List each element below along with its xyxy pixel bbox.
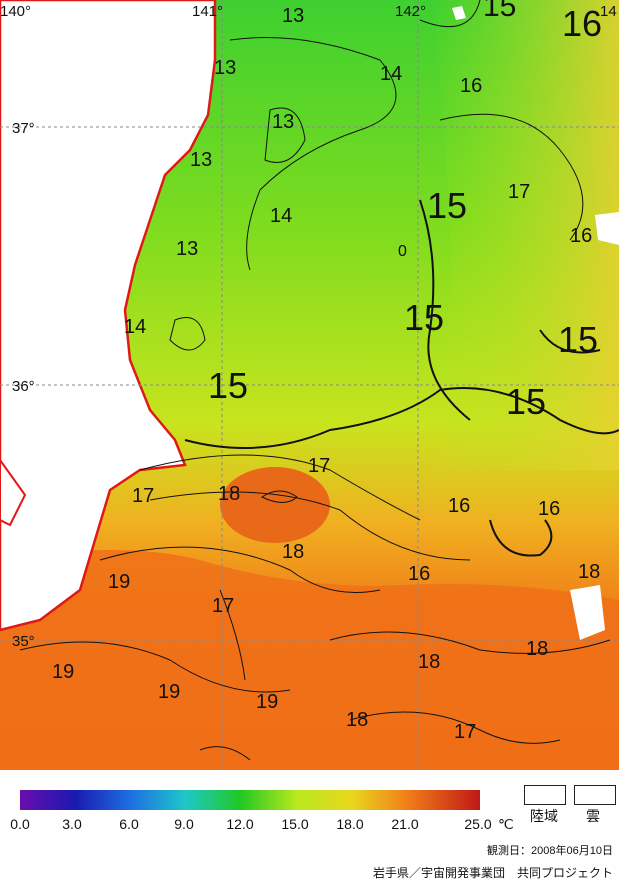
contour-label: 16 [448,495,470,517]
contour-label: 15 [404,297,444,338]
contour-label: 17 [132,485,154,507]
contour-label: 16 [562,3,602,44]
land-peninsula [0,458,27,527]
colorbar-tick: 6.0 [119,816,139,832]
contour-label: 14 [380,63,402,85]
contour-label: 16 [460,75,482,97]
contour-label: 13 [190,149,212,171]
land-key-swatch [524,785,566,805]
latitude-label-37: 37° [12,120,35,137]
latitude-label-35: 35° [12,633,35,650]
grid [0,0,619,770]
colorbar-tick: 9.0 [174,816,194,832]
observation-date: 観測日：2008年06月10日 [487,845,613,857]
cloud-patch [570,585,605,640]
colorbar-tick: 3.0 [62,816,82,832]
colorbar-tick: 25.0 [464,816,492,832]
contour-label: 18 [346,709,368,731]
southern-warm-region [0,550,619,770]
contour-label: 13 [282,5,304,27]
contour-label: 15 [427,185,467,226]
contour-label: 18 [418,651,440,673]
temperature-unit: ℃ [498,816,514,832]
cloud-patch [595,212,619,245]
colorbar-tick: 0.0 [10,816,30,832]
contour-label: 15 [506,381,546,422]
contour-label: 14 [124,316,146,338]
contour-label: 15 [483,0,516,23]
contour-label: 17 [212,595,234,617]
contour-label: 0 [398,243,407,260]
contour-label: 16 [408,563,430,585]
colorbar-tick: 21.0 [391,816,419,832]
isotherm-lines [19,0,611,761]
contour-label: 13 [176,238,198,260]
latitude-label-36: 36° [12,378,35,395]
credit-line: 岩手県／宇宙開発事業団 共同プロジェクト [372,866,613,880]
contour-label: 18 [282,541,304,563]
colorbar-tick: 15.0 [281,816,309,832]
contour-label: 19 [256,691,278,713]
contour-label: 16 [570,225,592,247]
contour-label: 18 [218,483,240,505]
longitude-label-142: 142° [395,3,426,20]
contour-label: 19 [158,681,180,703]
colorbar-tick: 18.0 [336,816,364,832]
isotherm-15-thick [184,199,619,557]
longitude-label-140: 140° [0,3,31,20]
warm-eddy [220,467,330,543]
contour-label: 18 [578,561,600,583]
contour-label: 14 [270,205,292,227]
sea-surface-temperature-map: 140° 141° 142° 14 37° 36° 35° 13 13 13 1… [0,0,619,770]
cloud-key-label: 雲 [586,808,600,824]
contour-value-labels: 13 13 13 13 13 14 14 14 15 15 15 15 15 1… [52,0,602,743]
longitude-label-143: 14 [600,3,617,20]
cloud-patch [452,6,466,20]
contour-label: 13 [272,111,294,133]
contour-label: 13 [214,57,236,79]
contour-label: 15 [208,365,248,406]
land-key-label: 陸域 [530,808,558,824]
longitude-label-141: 141° [192,3,223,20]
temperature-colorbar [20,790,480,810]
colorbar-tick: 12.0 [226,816,254,832]
contour-label: 16 [538,498,560,520]
contour-label: 19 [52,661,74,683]
contour-label: 18 [526,638,548,660]
contour-label: 17 [308,455,330,477]
contour-label: 17 [454,721,476,743]
contour-label: 15 [558,319,598,360]
contour-label: 19 [108,571,130,593]
cloud-key-swatch [574,785,616,805]
contour-label: 17 [508,181,530,203]
